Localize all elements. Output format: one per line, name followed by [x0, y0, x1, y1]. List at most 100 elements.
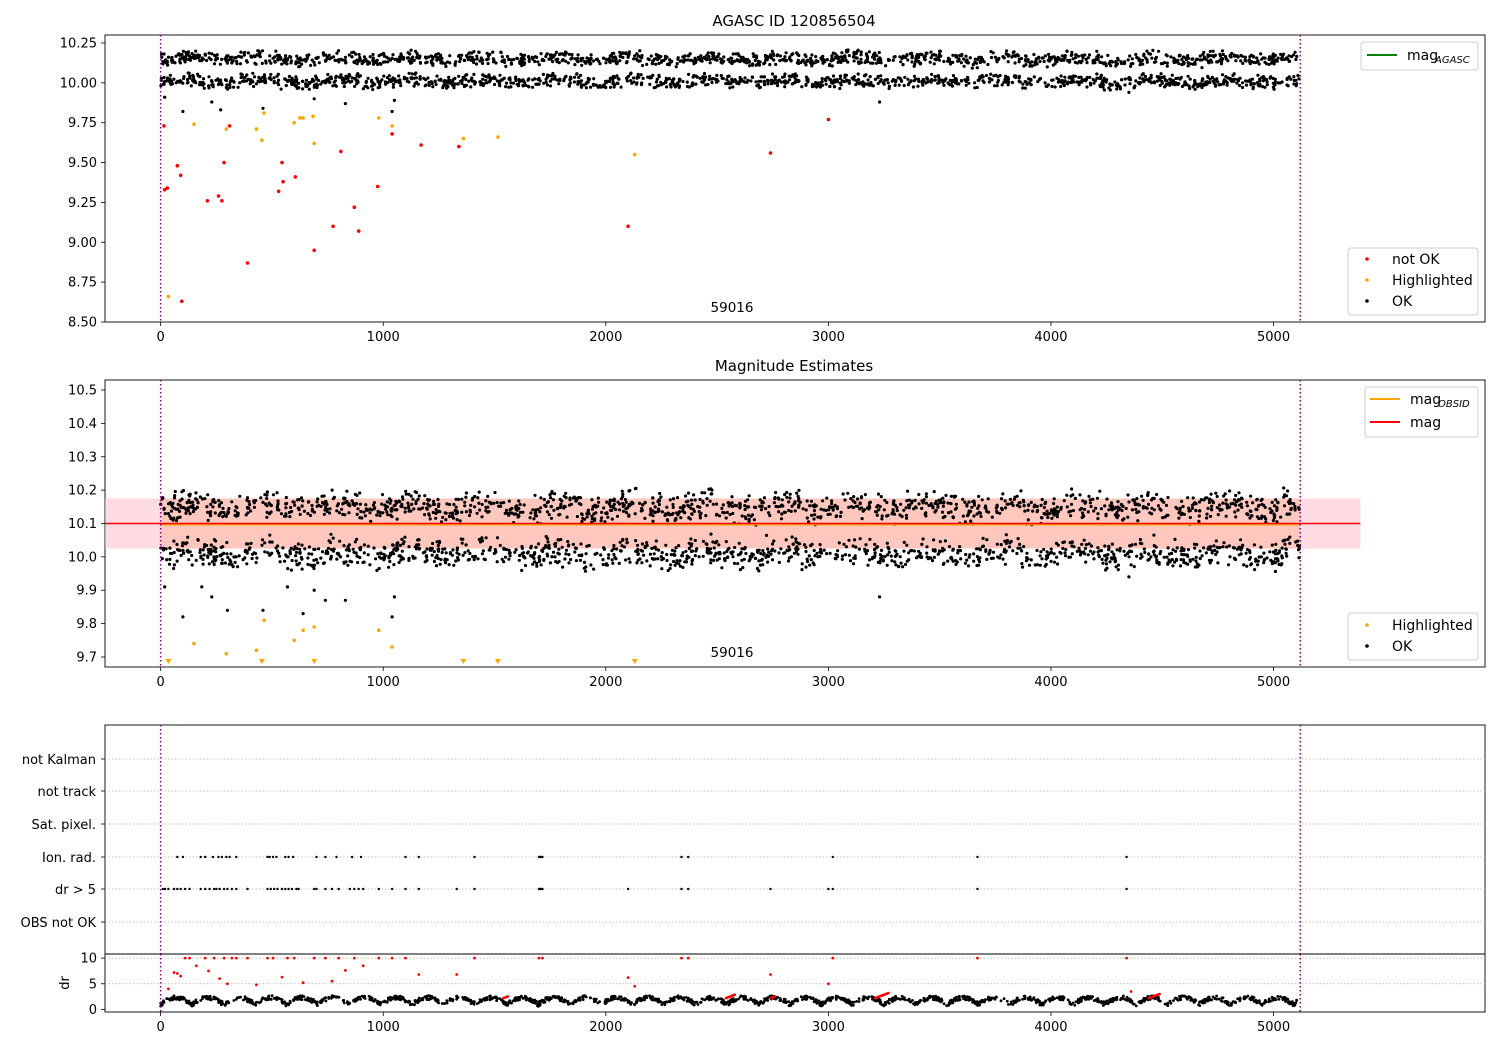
ok-point [995, 542, 999, 546]
ok-point [687, 85, 692, 89]
ok-point [257, 54, 261, 58]
not-ok-point [227, 124, 232, 128]
ok-point [570, 56, 574, 60]
ok-point [488, 52, 492, 56]
ok-point [481, 58, 485, 62]
ok-point [1255, 81, 1260, 85]
ok-point [1198, 54, 1202, 58]
ok-point [1006, 53, 1010, 57]
ok-point [1145, 49, 1149, 53]
ok-point [836, 60, 840, 64]
ok-point [328, 540, 333, 545]
ok-point [676, 56, 680, 60]
ok-point [589, 563, 593, 567]
ok-point [265, 515, 269, 519]
ok-point [537, 82, 541, 86]
ok-point [762, 75, 767, 79]
ok-point [432, 502, 437, 506]
ok-point [867, 83, 871, 87]
ok-point [642, 553, 646, 557]
ok-point [774, 490, 778, 495]
ok-point [951, 547, 955, 551]
ok-point [221, 515, 225, 519]
ok-point [1224, 514, 1228, 518]
ok-point [762, 80, 767, 84]
ok-point [1112, 552, 1116, 556]
ok-point [371, 503, 376, 507]
ok-point [313, 63, 317, 67]
ok-point [1083, 79, 1088, 83]
ok-point [316, 55, 320, 60]
ok-point [755, 62, 759, 67]
ok-point [948, 62, 953, 66]
ok-point [944, 493, 948, 497]
ok-point [835, 553, 839, 557]
ok-point [549, 56, 553, 61]
ok-point [941, 562, 946, 567]
ok-point [1025, 59, 1029, 63]
ok-point [407, 492, 411, 496]
ok-point [949, 82, 953, 86]
ok-point [310, 58, 314, 62]
ok-point [818, 554, 822, 559]
ok-point [427, 498, 431, 503]
ok-point [429, 59, 433, 63]
ok-point [804, 508, 808, 512]
ok-point [372, 501, 376, 505]
ok-point [1176, 82, 1180, 87]
ok-point [1039, 503, 1043, 507]
ok-point [657, 61, 661, 66]
ok-point [1017, 60, 1021, 64]
ok-point [915, 54, 919, 58]
ok-point [847, 54, 851, 58]
ok-point [469, 85, 473, 89]
ok-point [770, 558, 775, 562]
ok-point [901, 565, 905, 569]
ok-point [215, 56, 220, 61]
ok-point [424, 56, 428, 60]
ok-point [1033, 503, 1037, 507]
ok-point [307, 552, 311, 556]
x-tick-label: 1000 [367, 330, 400, 345]
ok-point [386, 60, 390, 64]
ok-point [831, 74, 836, 78]
ok-point [447, 514, 451, 519]
ok-point [545, 83, 550, 87]
ok-point [708, 58, 712, 62]
ok-point [648, 564, 652, 568]
ok-point [1057, 56, 1061, 61]
ok-point [886, 81, 890, 85]
ok-point [375, 513, 379, 517]
ok-point [657, 56, 661, 60]
ok-point [593, 518, 597, 523]
ok-point [522, 79, 526, 83]
ok-point [194, 491, 198, 495]
ok-point [1140, 542, 1144, 546]
ok-point [1271, 52, 1275, 56]
ok-point [906, 77, 910, 81]
ok-point [777, 560, 781, 565]
ok-point [168, 546, 172, 550]
ok-point [900, 514, 904, 519]
ok-point [1268, 550, 1272, 554]
ok-point [401, 542, 405, 546]
ok-point [629, 79, 633, 83]
highlighted-point [377, 116, 381, 120]
ok-point [776, 84, 780, 88]
ok-point [790, 535, 794, 539]
ok-point [304, 78, 309, 82]
ok-point [347, 543, 351, 547]
ok-point [1177, 516, 1181, 520]
ok-point [191, 73, 195, 77]
ok-point [1135, 55, 1139, 60]
ok-point [1049, 508, 1053, 512]
ok-point [296, 61, 300, 65]
ok-point [235, 62, 239, 66]
ok-point [1116, 58, 1120, 62]
ok-point [879, 58, 883, 62]
ok-point [681, 79, 685, 84]
not-ok-point [205, 199, 210, 203]
ok-point [659, 60, 664, 64]
ok-point [549, 505, 553, 509]
ok-point [1218, 503, 1222, 507]
